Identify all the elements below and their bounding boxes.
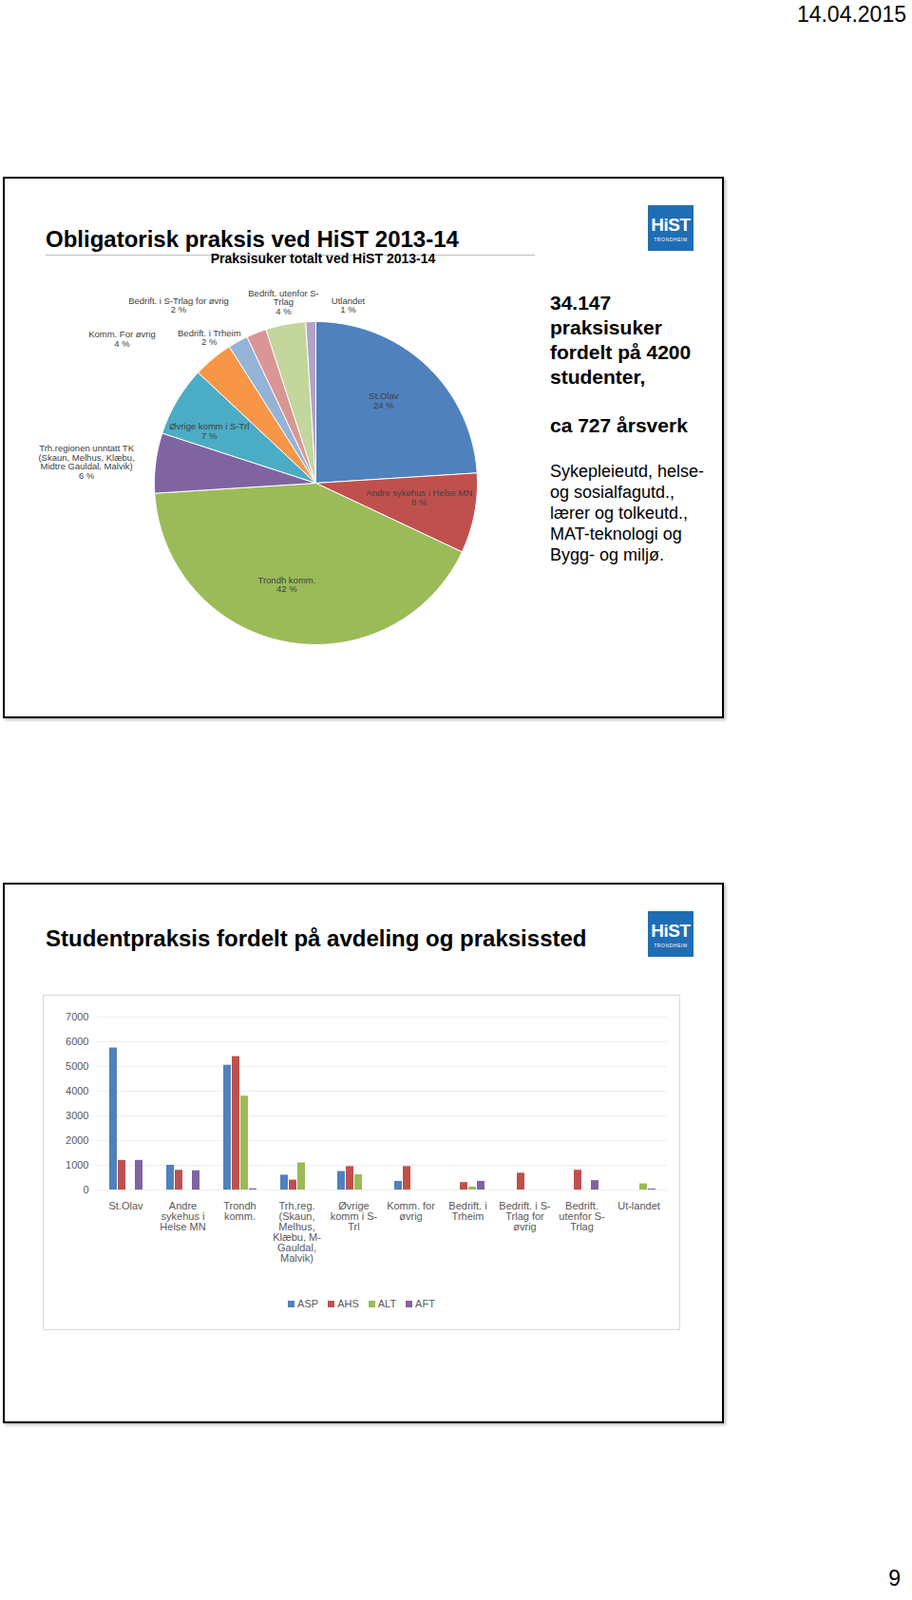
html-text:TRONDHEIM: TRONDHEIM bbox=[653, 942, 688, 949]
svg-text:Bedrift. i S-Trlag for øvrig2: Bedrift. i S-Trlag for øvrig2 % bbox=[128, 295, 229, 316]
svg-text:Bedrift. iTrheim: Bedrift. iTrheim bbox=[448, 1199, 487, 1222]
html-text:Studentpraksis fordelt på avde: Studentpraksis fordelt på avdeling og pr… bbox=[45, 925, 587, 951]
svg-text:St.Olav: St.Olav bbox=[108, 1199, 144, 1212]
svg-text:3000: 3000 bbox=[65, 1109, 89, 1121]
svg-text:7000: 7000 bbox=[65, 1010, 89, 1023]
svg-text:St.Olav24 %: St.Olav24 % bbox=[368, 390, 399, 411]
html-text:14.04.2015: 14.04.2015 bbox=[796, 1, 907, 27]
svg-text:Bedrift.utenfor S-Trlag: Bedrift.utenfor S-Trlag bbox=[558, 1199, 606, 1233]
svg-text:Bedrift. utenfor S-Trlag4 %: Bedrift. utenfor S-Trlag4 % bbox=[247, 287, 319, 317]
svg-text:Utlandet1 %: Utlandet1 % bbox=[331, 295, 366, 316]
svg-text:Andresykehus iHelse MN: Andresykehus iHelse MN bbox=[159, 1199, 206, 1233]
html-text:HiST: HiST bbox=[651, 920, 691, 941]
html-text:ASP: ASP bbox=[297, 1297, 319, 1310]
svg-text:Bedrift. i Trheim2 %: Bedrift. i Trheim2 % bbox=[177, 327, 242, 348]
svg-text:Andre sykehus i Helse MN8 %: Andre sykehus i Helse MN8 % bbox=[365, 487, 473, 508]
html-text:HiST: HiST bbox=[651, 214, 691, 235]
html-text:ALT: ALT bbox=[377, 1297, 397, 1310]
svg-text:Trh.regionen unntatt TK(Skaun,: Trh.regionen unntatt TK(Skaun, Melhus, K… bbox=[38, 442, 134, 481]
svg-text:Trh.reg.(Skaun,Melhus,Klæbu, M: Trh.reg.(Skaun,Melhus,Klæbu, M-Gauldal,M… bbox=[272, 1199, 322, 1264]
html-text:Sykepleieutd, helse- og sosial: Sykepleieutd, helse- og sosialfagutd., l… bbox=[550, 461, 705, 565]
svg-text:6000: 6000 bbox=[65, 1035, 89, 1047]
svg-text:Øvrigekomm i S-Trl: Øvrigekomm i S-Trl bbox=[330, 1199, 379, 1233]
svg-text:Komm. forøvrig: Komm. forøvrig bbox=[386, 1199, 436, 1222]
svg-text:Øvrige komm i S-Trl7 %: Øvrige komm i S-Trl7 % bbox=[169, 420, 249, 441]
svg-text:Trondhkomm.: Trondhkomm. bbox=[223, 1199, 256, 1222]
svg-text:5000: 5000 bbox=[65, 1060, 89, 1072]
svg-text:Trondh komm.42 %: Trondh komm.42 % bbox=[257, 574, 316, 595]
svg-text:Komm. For øvrig4 %: Komm. For øvrig4 % bbox=[88, 328, 156, 349]
html-text:9: 9 bbox=[888, 1565, 901, 1591]
svg-text:Bedrift. i S-Trlag forøvrig: Bedrift. i S-Trlag forøvrig bbox=[498, 1199, 551, 1233]
svg-text:2000: 2000 bbox=[65, 1134, 89, 1146]
svg-text:0: 0 bbox=[82, 1183, 89, 1196]
svg-text:Ut-landet: Ut-landet bbox=[617, 1199, 661, 1212]
svg-text:1000: 1000 bbox=[65, 1159, 89, 1171]
html-text:AHS: AHS bbox=[337, 1297, 359, 1310]
html-text:ca 727 årsverk: ca 727 årsverk bbox=[550, 414, 688, 437]
html-text:34.147 praksisuker fordelt på: 34.147 praksisuker fordelt på 4200 stude… bbox=[550, 291, 691, 388]
html-text:AFT: AFT bbox=[415, 1297, 436, 1310]
html-text:Praksisuker totalt ved HiST 20: Praksisuker totalt ved HiST 2013-14 bbox=[210, 250, 436, 266]
html-text:Obligatorisk praksis ved HiST: Obligatorisk praksis ved HiST 2013-14 bbox=[45, 226, 459, 252]
svg-text:4000: 4000 bbox=[65, 1084, 89, 1097]
html-text:TRONDHEIM: TRONDHEIM bbox=[653, 236, 688, 243]
